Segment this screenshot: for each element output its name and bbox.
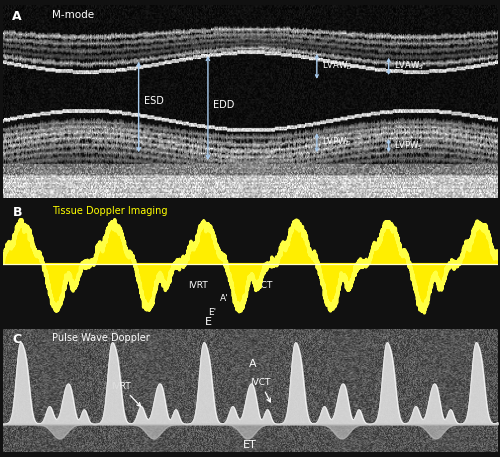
Text: E': E'	[208, 308, 216, 317]
Text: Pulse Wave Doppler: Pulse Wave Doppler	[52, 333, 150, 343]
Text: LVAW$_S$: LVAW$_S$	[394, 59, 424, 72]
Text: Tissue Doppler Imaging: Tissue Doppler Imaging	[52, 206, 168, 216]
Text: M-mode: M-mode	[52, 11, 94, 21]
Text: LVAW$_D$: LVAW$_D$	[322, 59, 352, 72]
Text: IVRT: IVRT	[188, 281, 208, 290]
Text: B: B	[12, 206, 22, 219]
Text: IVRT: IVRT	[112, 382, 140, 406]
Text: ET: ET	[243, 440, 257, 450]
Text: LVPW$_D$: LVPW$_D$	[322, 135, 352, 148]
Text: E: E	[204, 317, 212, 327]
Text: LVPW$_S$: LVPW$_S$	[394, 139, 423, 152]
Text: C: C	[12, 333, 22, 346]
Text: ESD: ESD	[144, 96, 164, 106]
Text: A: A	[12, 11, 22, 23]
Text: A: A	[248, 359, 256, 369]
Text: IVCT: IVCT	[250, 378, 270, 402]
Text: A': A'	[220, 293, 229, 303]
Text: EDD: EDD	[213, 100, 234, 110]
Text: IVCT: IVCT	[252, 281, 273, 290]
